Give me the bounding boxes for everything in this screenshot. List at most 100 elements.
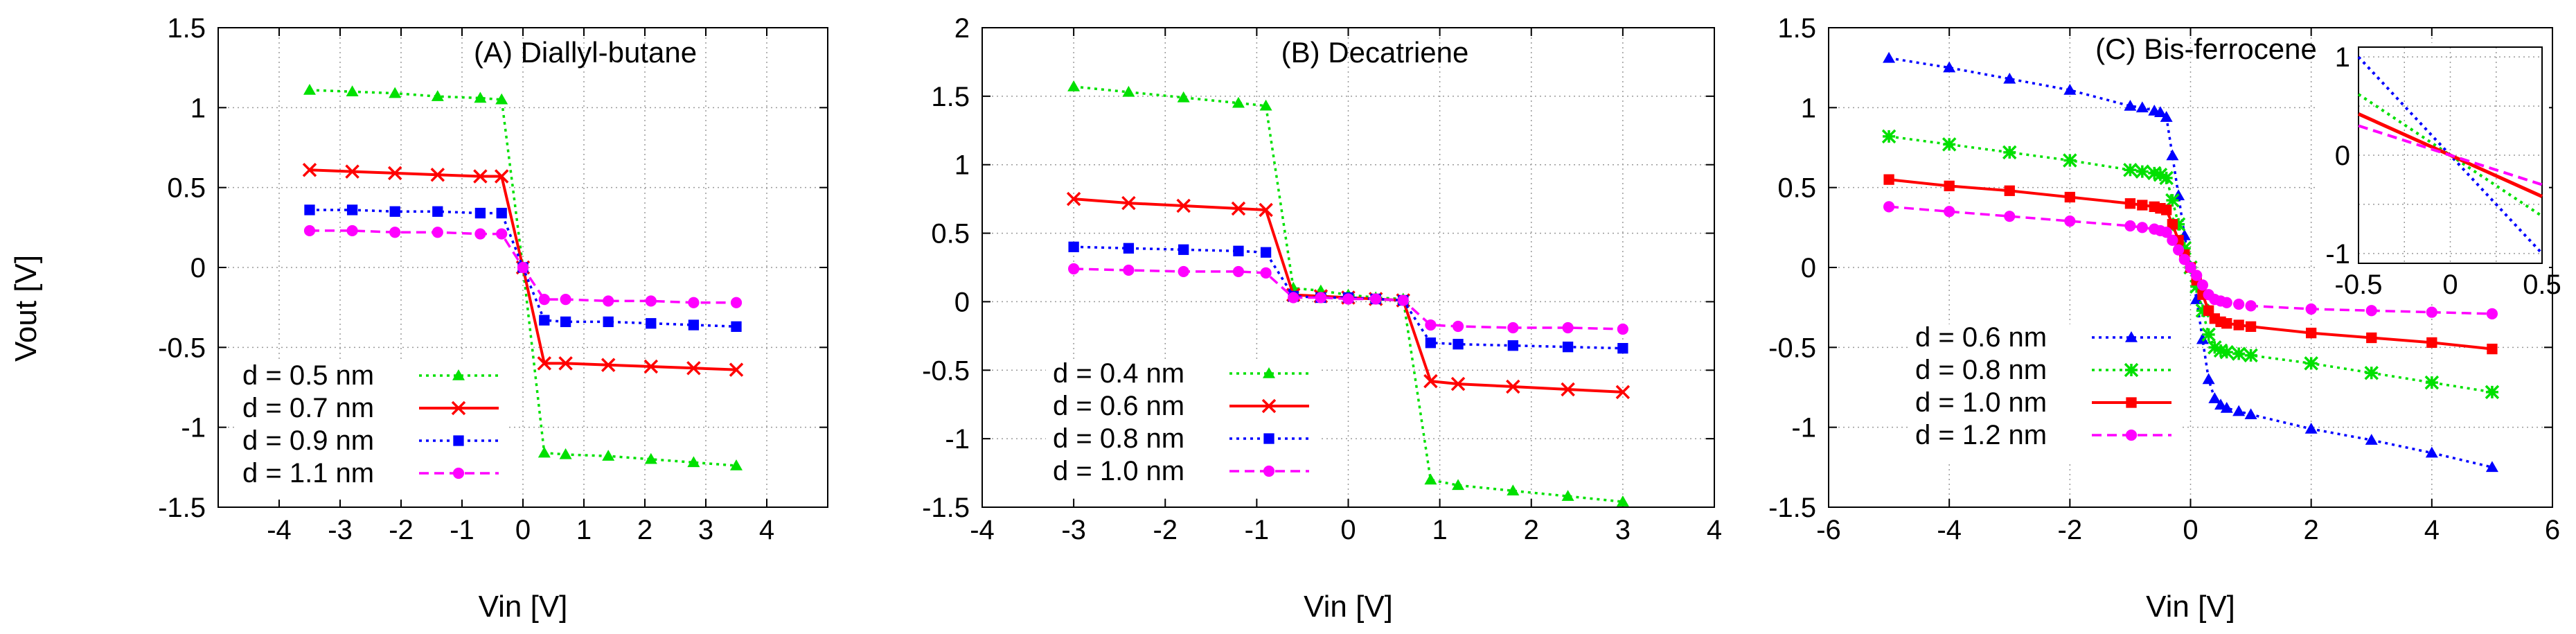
data-point — [346, 204, 358, 215]
data-point — [688, 297, 700, 308]
data-point — [731, 321, 742, 332]
data-point — [2167, 219, 2178, 230]
data-point — [303, 83, 316, 95]
series-line-3 — [1074, 267, 1623, 331]
y-tick-label: 0.5 — [1777, 173, 1816, 204]
inset-y-tick-label: -1 — [2325, 239, 2350, 270]
legend-marker — [2124, 362, 2139, 378]
data-point — [2203, 305, 2214, 316]
x-tick-label: -2 — [389, 515, 414, 545]
data-point — [2064, 191, 2075, 203]
data-point — [2231, 346, 2246, 361]
data-point — [431, 90, 444, 101]
data-point — [1452, 320, 1464, 333]
data-point — [345, 164, 359, 179]
legend-label: d = 0.4 nm — [1053, 358, 1184, 389]
y-tick-label: -0.5 — [922, 355, 970, 386]
data-point — [346, 224, 358, 237]
data-point — [2153, 167, 2168, 182]
legend-marker — [452, 369, 465, 380]
data-point — [432, 227, 443, 238]
data-point — [389, 206, 400, 217]
data-point — [1561, 382, 1575, 397]
inset-y-tick-label: 1 — [2335, 42, 2350, 73]
y-tick-label: 1 — [954, 150, 970, 181]
data-point — [687, 456, 700, 468]
data-point — [474, 91, 487, 103]
data-point — [1425, 319, 1437, 331]
data-point — [304, 204, 315, 215]
data-point — [2063, 83, 2077, 95]
y-tick-label: -0.5 — [158, 333, 206, 363]
data-point — [1617, 343, 1628, 354]
data-point — [559, 448, 572, 459]
data-point — [432, 206, 443, 217]
data-point — [1177, 91, 1190, 103]
legend-label: d = 0.6 nm — [1915, 322, 2047, 353]
data-point — [1942, 137, 1957, 152]
data-point — [496, 207, 507, 219]
data-point — [2185, 261, 2196, 274]
y-tick-label: -1.5 — [158, 493, 206, 523]
data-point — [2135, 164, 2150, 179]
y-tick-label: 0 — [190, 253, 206, 283]
data-point — [2214, 398, 2228, 410]
data-point — [2221, 297, 2232, 308]
data-point — [2177, 241, 2192, 256]
x-tick-label: -4 — [1937, 515, 1962, 545]
data-point — [2232, 405, 2246, 416]
panel-diallyl-butane: -4 -3 -2 -1 0 1 2 3 4 -1.5 -1 -0.5 0 0.5 1 1.5 Vin [V] (A… — [158, 13, 828, 624]
legend-marker — [1263, 465, 1275, 477]
data-point — [2485, 461, 2498, 473]
data-point — [1507, 484, 1520, 496]
x-tick-label: -3 — [1061, 515, 1086, 545]
data-point — [1178, 265, 1189, 278]
data-point — [603, 316, 614, 328]
x-tick-label: 0 — [515, 515, 531, 545]
x-tick-label: 1 — [576, 515, 592, 545]
data-point — [2004, 185, 2015, 196]
x-tick-label: 2 — [637, 515, 652, 545]
legend-label: d = 0.7 nm — [242, 393, 374, 423]
y-tick-label: 2 — [954, 13, 970, 44]
data-point — [302, 163, 317, 177]
x-tick-label: -4 — [267, 515, 292, 545]
data-point — [1507, 340, 1518, 351]
data-point — [2364, 366, 2379, 380]
data-point — [645, 295, 657, 307]
data-point — [346, 85, 359, 97]
x-tick-label: 3 — [698, 515, 713, 545]
data-point — [2160, 227, 2172, 238]
data-point — [2486, 308, 2498, 319]
data-point — [2161, 204, 2172, 215]
y-tick-label: -1 — [945, 424, 970, 455]
data-point — [2167, 234, 2178, 246]
data-point — [1121, 195, 1136, 211]
data-point — [602, 450, 615, 461]
series-line-0 — [1073, 85, 1624, 503]
inset-x-tick-label: 0.5 — [2523, 270, 2561, 300]
x-tick-label: -2 — [2058, 515, 2083, 545]
data-point — [2196, 333, 2209, 344]
data-point — [2160, 111, 2173, 122]
data-point — [558, 356, 573, 371]
data-point — [389, 227, 401, 238]
data-point — [1176, 198, 1191, 213]
data-point — [730, 297, 743, 308]
data-point — [1562, 322, 1574, 334]
data-point — [1288, 292, 1299, 303]
data-point — [2195, 303, 2210, 318]
data-point — [1944, 180, 1955, 192]
data-point — [2201, 327, 2216, 342]
data-point — [2487, 343, 2498, 355]
data-point — [1615, 385, 1631, 400]
data-point — [560, 294, 571, 306]
data-point — [2245, 300, 2257, 312]
data-point — [1123, 243, 1135, 254]
x-tick-label: 4 — [2424, 515, 2440, 545]
data-point — [2172, 244, 2185, 256]
data-point — [644, 452, 657, 464]
data-point — [646, 318, 657, 329]
inset-series-line-3 — [2358, 124, 2543, 186]
data-point — [2178, 254, 2190, 265]
